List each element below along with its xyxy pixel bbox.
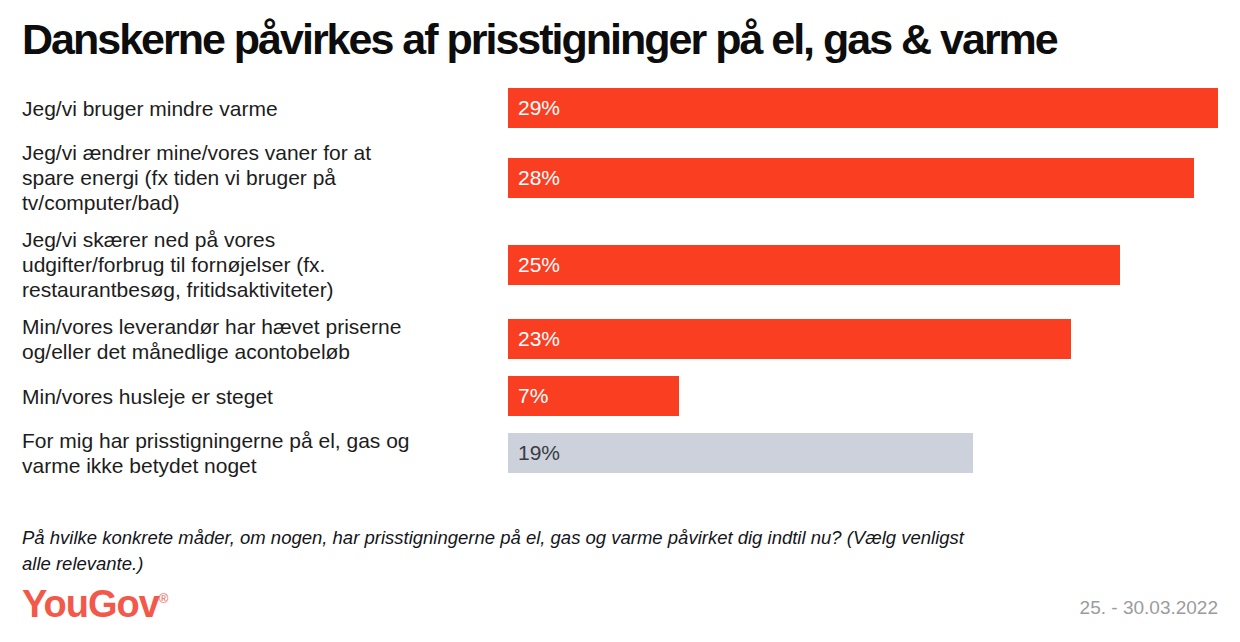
bar: 19% xyxy=(508,433,973,473)
chart-row: Min/vores leverandør har hævet priserne … xyxy=(22,314,1218,364)
yougov-logo-text: YouGov xyxy=(22,583,159,625)
bar-track: 29% xyxy=(508,88,1218,128)
bar: 23% xyxy=(508,319,1071,359)
bar-value-label: 28% xyxy=(518,166,560,190)
row-label: Min/vores husleje er steget xyxy=(22,384,508,409)
bar-track: 25% xyxy=(508,245,1218,285)
row-label: Jeg/vi skærer ned på vores udgifter/forb… xyxy=(22,227,508,302)
bar-track: 23% xyxy=(508,319,1218,359)
bar-track: 28% xyxy=(508,158,1218,198)
survey-date-range: 25. - 30.03.2022 xyxy=(1080,593,1218,623)
bar: 28% xyxy=(508,158,1194,198)
chart-row: Min/vores husleje er steget 7% xyxy=(22,376,1218,416)
registered-trademark-mark: ® xyxy=(159,591,168,606)
row-label: Jeg/vi ændrer mine/vores vaner for at sp… xyxy=(22,140,508,215)
footer: YouGov® 25. - 30.03.2022 xyxy=(22,585,1218,623)
bar: 7% xyxy=(508,376,679,416)
bar-value-label: 19% xyxy=(518,441,560,465)
bar-value-label: 7% xyxy=(518,384,548,408)
page: Danskerne påvirkes af prisstigninger på … xyxy=(0,16,1240,642)
row-label: Min/vores leverandør har hævet priserne … xyxy=(22,314,508,364)
row-label: Jeg/vi bruger mindre varme xyxy=(22,96,508,121)
chart-row: Jeg/vi ændrer mine/vores vaner for at sp… xyxy=(22,140,1218,215)
chart-row: Jeg/vi skærer ned på vores udgifter/forb… xyxy=(22,227,1218,302)
bar-value-label: 25% xyxy=(518,253,560,277)
bar-track: 7% xyxy=(508,376,1218,416)
bar-track: 19% xyxy=(508,433,1218,473)
row-label: For mig har prisstigningerne på el, gas … xyxy=(22,428,508,478)
bar-value-label: 23% xyxy=(518,327,560,351)
chart-title: Danskerne påvirkes af prisstigninger på … xyxy=(22,16,1218,63)
bar-value-label: 29% xyxy=(518,96,560,120)
bar: 29% xyxy=(508,88,1218,128)
yougov-logo: YouGov® xyxy=(22,585,167,623)
chart-row: For mig har prisstigningerne på el, gas … xyxy=(22,428,1218,478)
bar-chart: Jeg/vi bruger mindre varme 29% Jeg/vi æn… xyxy=(22,88,1218,478)
chart-row: Jeg/vi bruger mindre varme 29% xyxy=(22,88,1218,128)
survey-question-footnote: På hvilke konkrete måder, om nogen, har … xyxy=(22,525,1218,577)
bar: 25% xyxy=(508,245,1120,285)
